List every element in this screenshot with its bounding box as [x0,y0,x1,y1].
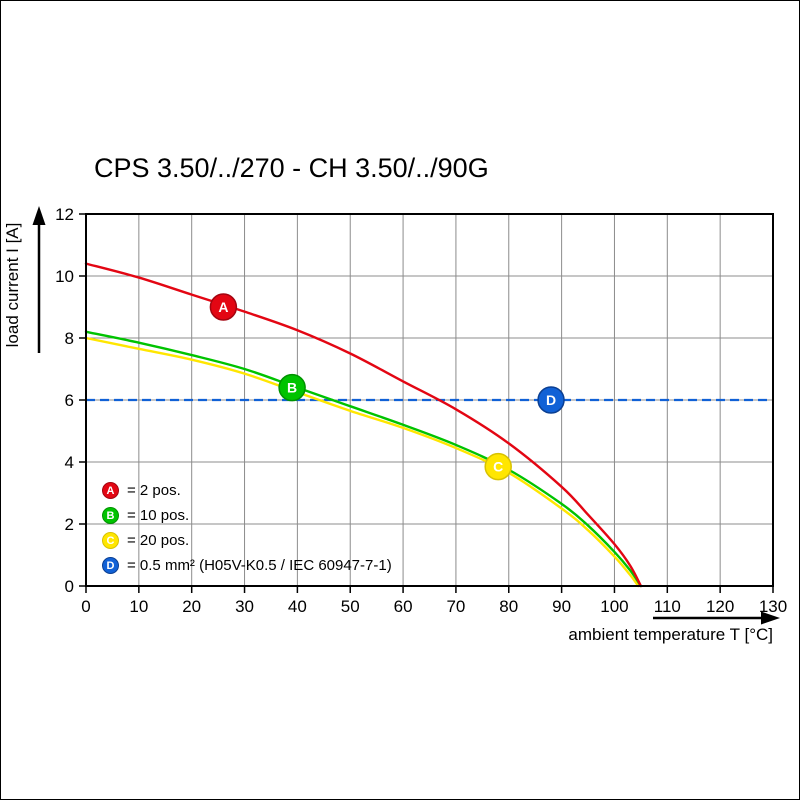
series-b-marker-letter: B [287,380,297,396]
y-tick-label: 6 [65,391,74,410]
y-tick-label: 2 [65,515,74,534]
series-b-curve [84,330,643,588]
y-axis-label: load current I [A] [3,223,22,348]
x-tick-label: 130 [759,597,787,616]
x-tick-label: 80 [499,597,518,616]
chart-legend: A = 2 pos. B = 10 pos. C = 20 pos. D = 0… [102,482,392,574]
series-c-marker [484,452,512,481]
series-a-legend-marker: A [102,482,119,499]
series-b-legend-marker: B [102,507,119,524]
series-c-letter: C [106,534,115,547]
series-c-legend-marker: C [102,532,119,549]
series-a-legend-label: = 2 pos. [127,482,181,499]
y-tick-label: 10 [55,267,74,286]
page-title: CPS 3.50/../270 - CH 3.50/../90G [94,153,489,183]
series-a-letter: A [106,484,115,497]
series-d-marker [537,386,565,414]
legend-item-d: D = 0.5 mm² (H05V-K0.5 / IEC 60947-7-1) [102,557,392,574]
x-tick-label: 70 [446,597,465,616]
series-d-legend-label: = 0.5 mm² (H05V-K0.5 / IEC 60947-7-1) [127,557,392,574]
series-c-marker-letter: C [493,459,503,475]
plot-area: 0 10 20 30 40 50 60 70 80 90 100 110 120 130 0 2 4 6 8 10 12… [32,205,787,625]
x-tick-label: 30 [235,597,254,616]
x-tick-label: 50 [341,597,360,616]
x-tick-label: 40 [288,597,307,616]
x-tick-label: 20 [182,597,201,616]
series-a-curve [84,262,643,588]
x-tick-label: 90 [552,597,571,616]
y-tick-label: 12 [55,205,74,224]
x-tick-label: 120 [706,597,734,616]
series-b-legend-label: = 10 pos. [127,507,190,524]
series-b-letter: B [106,509,115,522]
series-a-marker-letter: A [218,299,228,315]
x-axis-arrow-head [761,611,780,625]
x-tick-label: 110 [654,597,681,616]
series-c-curve [84,336,640,588]
y-tick-label: 8 [65,329,74,348]
legend-item-a: A = 2 pos. [102,482,392,499]
legend-item-b: B = 10 pos. [102,507,392,524]
x-tick-label: 0 [81,597,90,616]
series-d-legend-marker: D [102,557,119,574]
y-tick-label: 4 [65,453,74,472]
y-tick-label: 0 [65,577,74,596]
plot-frame [85,213,774,587]
series-b-marker [278,373,306,402]
legend-item-c: C = 20 pos. [102,532,392,549]
series-d-letter: D [106,559,115,572]
series-a-marker [209,293,238,321]
x-tick-label: 60 [394,597,413,616]
x-axis-label: ambient temperature T [°C] [568,625,773,644]
x-tick-label: 10 [129,597,148,616]
x-tick-label: 100 [600,597,628,616]
y-axis-arrow-head [32,206,46,225]
series-d-marker-letter: D [546,392,556,408]
series-c-legend-label: = 20 pos. [127,532,190,549]
